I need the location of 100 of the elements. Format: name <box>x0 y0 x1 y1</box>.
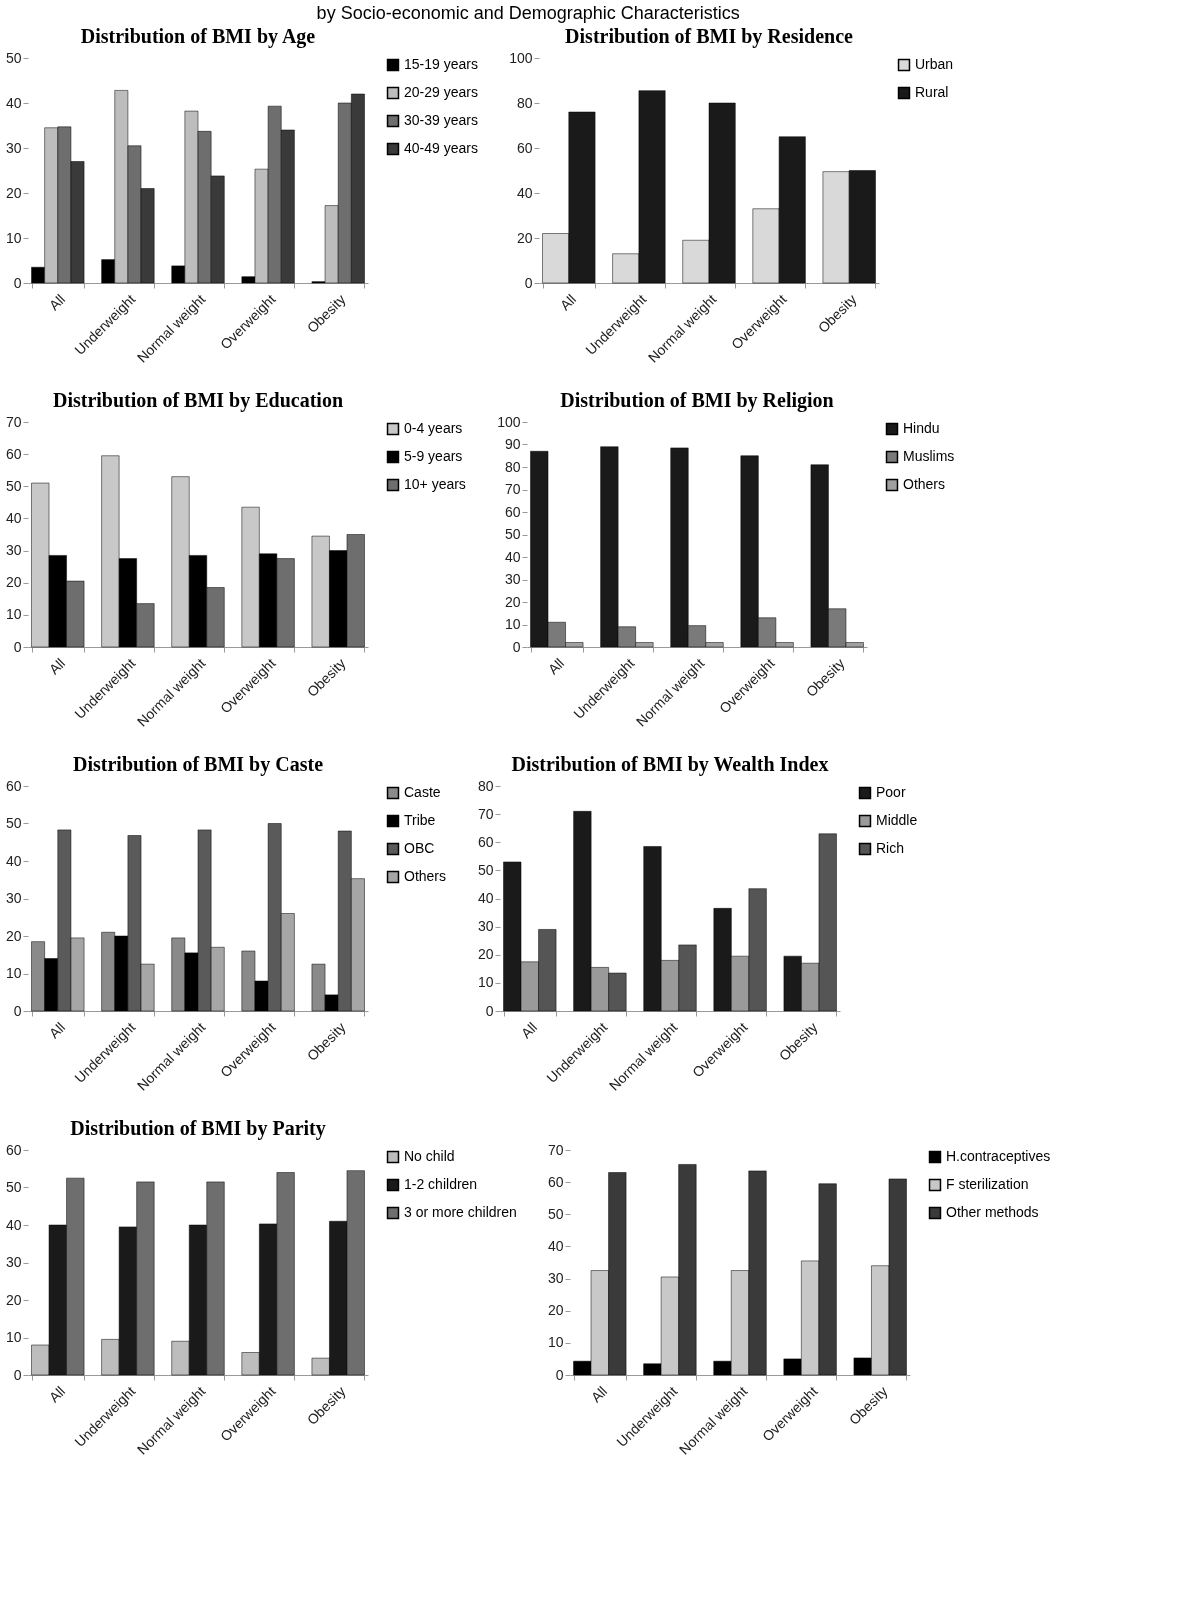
y-tick-label: 10 <box>5 606 22 623</box>
y-tick-label: 0 <box>13 1002 22 1019</box>
y-tick-label: 0 <box>555 1366 564 1383</box>
y-tick-label: 80 <box>516 94 533 111</box>
y-tick-label: 30 <box>5 890 22 906</box>
legend-label: F sterilization <box>946 1176 1029 1192</box>
legend-label: Tribe <box>404 812 436 828</box>
y-tick-label: 40 <box>477 890 494 906</box>
y-tick-label: 80 <box>477 777 494 794</box>
legend-label: 15-19 years <box>404 56 478 72</box>
y-tick-label: 50 <box>504 526 521 542</box>
chart-title: Distribution of BMI by Caste <box>72 753 324 776</box>
y-tick-label: 20 <box>5 927 22 944</box>
y-tick-label: 10 <box>5 1329 22 1345</box>
legend-label: 30-39 years <box>404 112 478 128</box>
x-tick-label: All <box>544 655 568 678</box>
y-tick-label: 30 <box>477 918 494 935</box>
legend-label: Poor <box>876 784 906 800</box>
y-tick-label: 60 <box>5 445 22 462</box>
y-tick-label: 50 <box>5 477 22 494</box>
y-tick-label: 50 <box>547 1205 564 1222</box>
y-tick-label: 50 <box>5 1179 22 1195</box>
y-tick-label: 20 <box>5 1291 22 1308</box>
y-tick-label: 0 <box>512 638 521 655</box>
chart-title: Distribution of BMI by Parity <box>70 1117 326 1140</box>
x-tick-label: All <box>587 1383 611 1406</box>
y-tick-label: 30 <box>504 571 521 587</box>
y-tick-label: 40 <box>5 1216 22 1233</box>
x-tick-label: All <box>517 1019 541 1042</box>
y-tick-label: 60 <box>516 139 533 156</box>
chart-title: Distribution of BMI by Wealth Index <box>511 753 829 776</box>
y-tick-label: 70 <box>477 805 494 822</box>
legend-label: Other methods <box>946 1204 1039 1220</box>
y-tick-label: 60 <box>477 833 494 850</box>
y-tick-label: 30 <box>5 139 22 156</box>
legend-label: 10+ years <box>404 476 466 492</box>
chart-title: Distribution of BMI by Age <box>80 25 316 48</box>
y-tick-label: 40 <box>516 184 533 201</box>
legend-label: Hindu <box>903 420 940 436</box>
y-tick-label: 30 <box>5 542 22 559</box>
y-tick-label: 90 <box>504 436 521 452</box>
legend-label: 0-4 years <box>404 420 463 436</box>
legend-label: Rich <box>876 840 905 856</box>
y-tick-label: 10 <box>547 1334 564 1351</box>
legend-label: Caste <box>404 784 441 800</box>
y-tick-label: 50 <box>5 49 22 66</box>
y-tick-label: 20 <box>477 946 494 963</box>
y-tick-label: 20 <box>5 184 22 201</box>
legend-label: OBC <box>404 840 435 856</box>
y-tick-label: 80 <box>504 458 521 475</box>
legend-label: Urban <box>915 56 954 72</box>
y-tick-label: 70 <box>5 413 22 430</box>
y-tick-label: 50 <box>477 861 494 878</box>
legend-label: 1-2 children <box>404 1176 478 1192</box>
y-tick-label: 0 <box>13 1366 22 1383</box>
y-tick-label: 0 <box>524 274 533 291</box>
y-tick-label: 50 <box>5 815 22 831</box>
x-tick-label: All <box>556 291 580 314</box>
x-tick-label: All <box>45 1019 69 1042</box>
y-tick-label: 60 <box>547 1173 564 1190</box>
x-tick-label: All <box>45 1383 69 1406</box>
legend-label: Middle <box>876 812 918 828</box>
y-tick-label: 10 <box>5 229 22 246</box>
y-tick-label: 0 <box>13 638 22 655</box>
y-tick-label: 10 <box>477 974 494 991</box>
y-tick-label: 40 <box>547 1237 564 1254</box>
y-tick-label: 20 <box>504 593 521 610</box>
y-tick-label: 100 <box>497 413 521 430</box>
y-tick-label: 40 <box>5 509 22 526</box>
y-tick-label: 10 <box>5 965 22 981</box>
legend-label: H.contraceptives <box>946 1148 1051 1164</box>
y-tick-label: 100 <box>509 49 533 66</box>
legend-label: 5-9 years <box>404 448 463 464</box>
y-tick-label: 0 <box>13 274 22 291</box>
y-tick-label: 40 <box>5 94 22 111</box>
y-tick-label: 30 <box>547 1270 564 1287</box>
y-tick-label: 70 <box>504 481 521 497</box>
y-tick-label: 0 <box>485 1002 494 1019</box>
legend-label: Others <box>404 868 447 884</box>
y-tick-label: 40 <box>5 852 22 869</box>
y-tick-label: 20 <box>547 1302 564 1319</box>
x-tick-label: All <box>45 655 69 678</box>
legend-label: 3 or more children <box>404 1204 517 1220</box>
chart-title: Distribution of BMI by Education <box>52 389 344 412</box>
legend-label: 20-29 years <box>404 84 478 100</box>
y-tick-label: 40 <box>504 548 521 565</box>
legend-label: No child <box>404 1148 455 1164</box>
chart-title: Distribution of BMI by Religion <box>560 389 834 412</box>
y-tick-label: 20 <box>516 229 533 246</box>
y-tick-label: 10 <box>504 616 521 632</box>
legend-label: Muslims <box>903 448 955 464</box>
y-tick-label: 60 <box>5 777 22 794</box>
y-tick-label: 70 <box>547 1141 564 1158</box>
text: by Socio-economic and Demographic Characteristics <box>316 3 740 23</box>
legend-label: Others <box>903 476 946 492</box>
y-tick-label: 30 <box>5 1254 22 1270</box>
y-tick-label: 20 <box>5 574 22 591</box>
x-tick-label: All <box>45 291 69 314</box>
y-tick-label: 60 <box>504 503 521 520</box>
chart-title: Distribution of BMI by Residence <box>565 25 854 48</box>
